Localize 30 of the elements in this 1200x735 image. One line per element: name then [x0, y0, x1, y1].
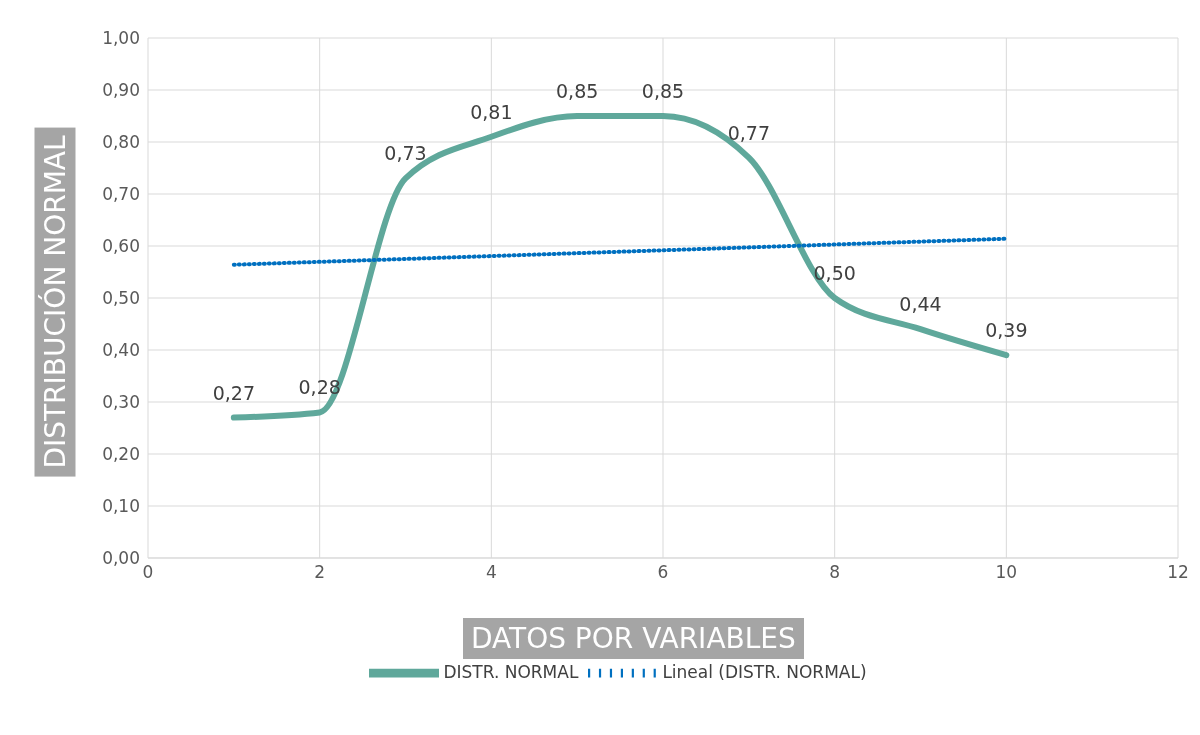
x-tick-label: 0 [142, 562, 154, 583]
x-tick-label: 6 [657, 562, 669, 583]
y-tick-label: 0,30 [102, 392, 140, 413]
legend-label: DISTR. NORMAL [443, 662, 579, 682]
x-tick-label: 4 [485, 562, 497, 583]
y-tick-label: 0,10 [102, 496, 140, 517]
y-tick-label: 0,00 [102, 548, 140, 569]
y-tick-label: 0,80 [102, 132, 140, 153]
data-label: 0,77 [727, 121, 770, 144]
data-label: 0,27 [212, 381, 255, 404]
x-tick-label: 8 [829, 562, 841, 583]
data-label: 0,39 [985, 319, 1028, 342]
data-label: 0,44 [899, 293, 942, 316]
data-label: 0,73 [384, 142, 427, 165]
x-tick-label: 12 [1167, 562, 1189, 583]
x-axis-title: DATOS POR VARIABLES [463, 618, 804, 659]
y-tick-label: 1,00 [102, 28, 140, 49]
y-tick-label: 0,70 [102, 184, 140, 205]
data-label: 0,81 [470, 100, 513, 123]
y-tick-label: 0,20 [102, 444, 140, 465]
y-tick-label: 0,90 [102, 80, 140, 101]
data-label: 0,85 [556, 80, 599, 102]
x-tick-label: 10 [995, 562, 1018, 583]
x-tick-label: 2 [314, 562, 326, 583]
y-axis-title: DISTRIBUCIÓN NORMAL [34, 127, 76, 477]
y-tick-label: 0,60 [102, 236, 140, 257]
legend-label: Lineal (DISTR. NORMAL) [662, 662, 867, 682]
y-tick-label: 0,50 [102, 288, 140, 309]
y-tick-label: 0,40 [102, 340, 140, 361]
data-label: 0,85 [641, 80, 685, 102]
